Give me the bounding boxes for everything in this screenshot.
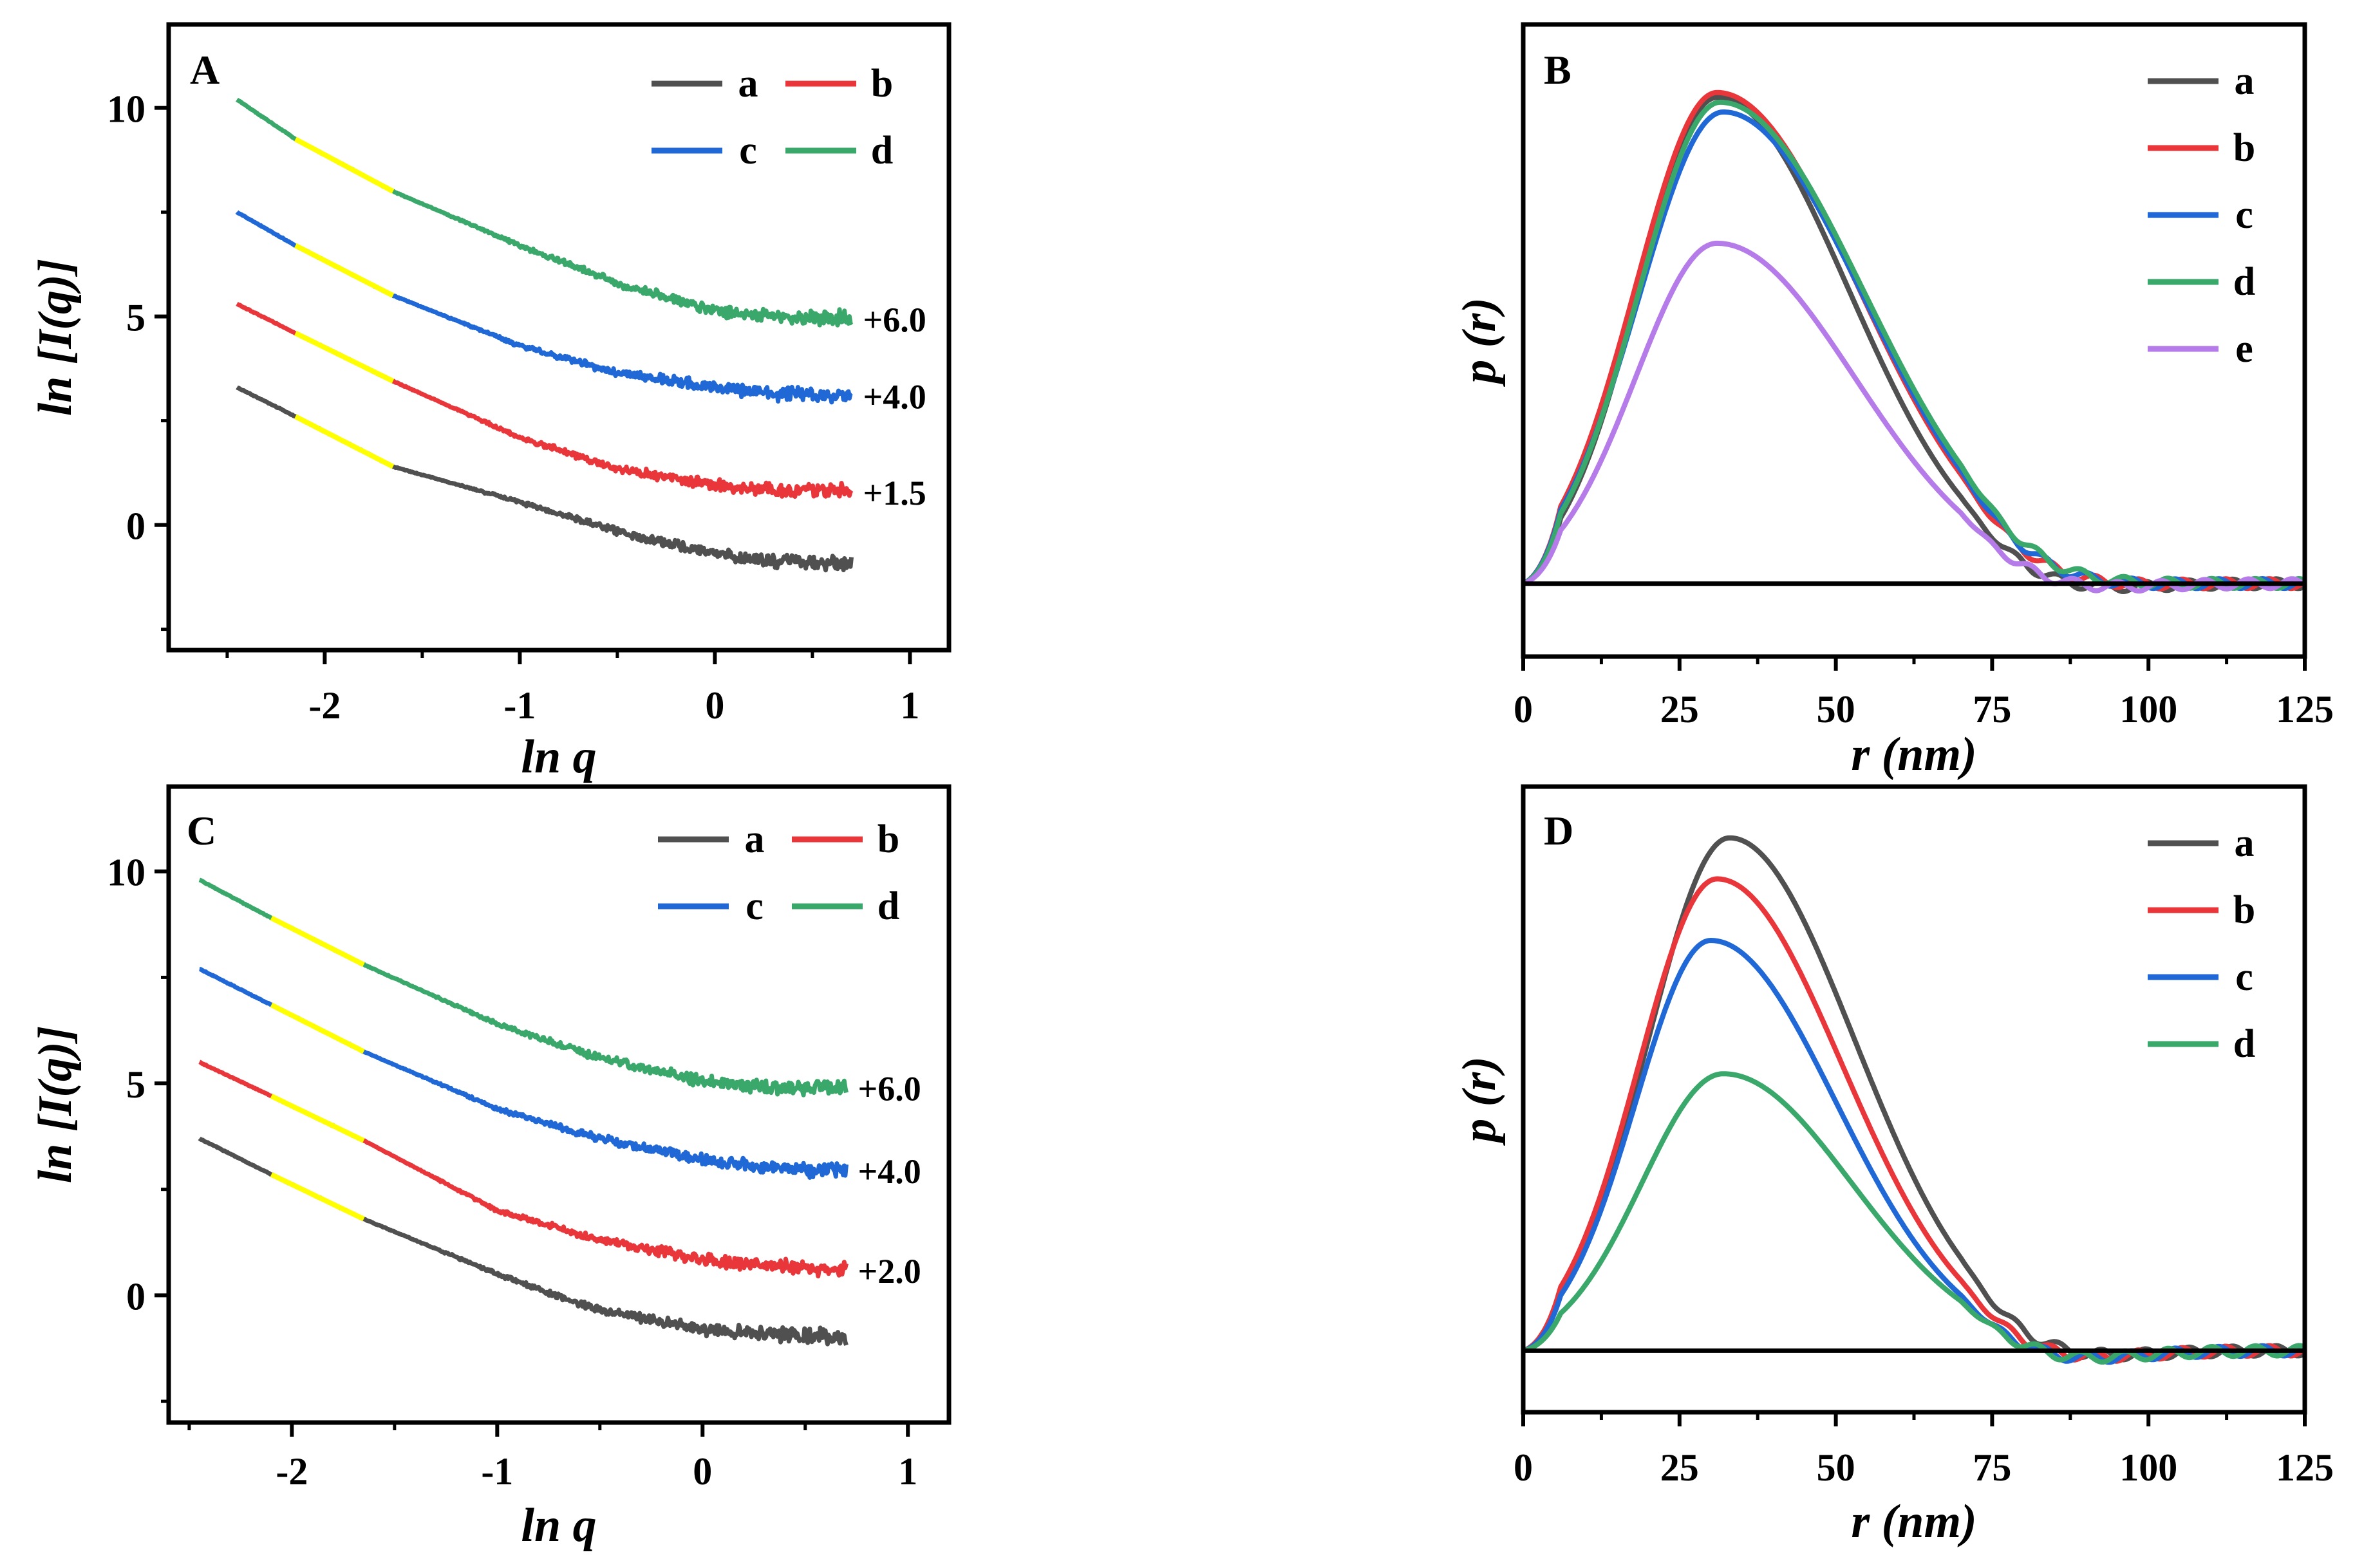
guinier-fit-d <box>270 915 365 967</box>
guinier-fit-b <box>294 330 395 384</box>
x-tick-label: -1 <box>503 684 536 727</box>
y-tick-label: 5 <box>126 1063 145 1106</box>
y-tick-label: 10 <box>107 852 145 894</box>
legend-label-d: d <box>2233 260 2255 304</box>
legend: a b c d <box>658 817 899 928</box>
x-tick-label: 100 <box>2119 1446 2177 1489</box>
x-tick-label: 0 <box>705 684 724 727</box>
x-tick-label: 125 <box>2276 688 2334 731</box>
x-tick-label: 1 <box>900 684 919 727</box>
legend-label-a: a <box>2235 821 2255 865</box>
guinier-fit-b <box>270 1094 365 1143</box>
panel-letter: C <box>187 808 216 854</box>
legend-label-b: b <box>871 62 893 106</box>
panel-letter: A <box>190 47 220 93</box>
x-tick-label: 50 <box>1817 1446 1855 1489</box>
plot-area <box>1523 89 2305 594</box>
legend-label-e: e <box>2235 327 2253 371</box>
x-tick-label: -2 <box>308 684 341 727</box>
legend: a b c d <box>652 62 893 173</box>
plot-frame <box>166 784 952 1425</box>
x-tick-label: 25 <box>1660 688 1699 731</box>
legend-label-b: b <box>2233 126 2255 170</box>
guinier-fit-a <box>294 414 395 469</box>
x-tick-label: 75 <box>1973 688 2011 731</box>
x-tick-label: -1 <box>481 1450 513 1493</box>
plot-frame <box>166 22 952 653</box>
plot-frame <box>1521 784 2307 1415</box>
y-tick-label: 0 <box>126 505 145 548</box>
y-tick-label: 5 <box>126 297 145 339</box>
offset-label-c: +4.0 <box>863 378 926 416</box>
offset-label-b: +2.0 <box>858 1252 921 1291</box>
x-tick-label: 75 <box>1973 1446 2011 1489</box>
x-axis-label: ln q <box>521 731 596 783</box>
legend-label-d: d <box>877 884 899 928</box>
series-b-line <box>236 301 854 499</box>
x-tick-label: 50 <box>1817 688 1855 731</box>
panel-letter: B <box>1544 47 1571 93</box>
legend-label-b: b <box>877 817 899 861</box>
legend-label-b: b <box>2233 888 2255 932</box>
series-c-line <box>1523 938 2305 1365</box>
x-axis-label: r (nm) <box>1851 728 1976 781</box>
x-tick-label: 100 <box>2119 688 2177 731</box>
legend-label-a: a <box>745 817 765 861</box>
y-axis-label: ln [I(q)] <box>29 259 82 416</box>
guinier-fit-d <box>294 136 395 194</box>
series-a-line <box>1523 835 2305 1363</box>
series-e-line <box>1523 240 2305 594</box>
y-axis-label: p (r) <box>1453 297 1506 387</box>
plot-area <box>1523 835 2305 1365</box>
plot-area <box>235 97 854 573</box>
series-d-line <box>236 97 854 328</box>
x-tick-label: 0 <box>1514 1446 1533 1489</box>
panel-letter: D <box>1544 808 1573 854</box>
series-c-line <box>235 210 853 405</box>
offset-label-d: +6.0 <box>858 1070 921 1108</box>
series-c-line <box>198 967 849 1180</box>
legend-label-d: d <box>871 129 893 173</box>
y-tick-label: 10 <box>107 88 145 131</box>
series-b-line <box>1523 876 2305 1364</box>
y-axis-label: ln [I(q)] <box>29 1026 82 1184</box>
x-axis-label: ln q <box>521 1499 596 1552</box>
legend-label-a: a <box>2235 59 2255 103</box>
y-tick-label: 0 <box>126 1275 145 1318</box>
x-axis-label: r (nm) <box>1851 1495 1976 1548</box>
guinier-fit-c <box>294 243 395 298</box>
offset-label-b: +1.5 <box>863 474 926 512</box>
series-a-line <box>236 385 854 573</box>
legend-label-a: a <box>738 62 758 106</box>
legend-label-c: c <box>2235 193 2253 237</box>
legend-label-c: c <box>739 129 757 173</box>
guinier-fit-c <box>270 1002 365 1054</box>
legend-label-d: d <box>2233 1022 2255 1066</box>
offset-label-c: +4.0 <box>858 1152 921 1191</box>
x-tick-label: 0 <box>1514 688 1533 731</box>
x-tick-label: 1 <box>898 1450 917 1493</box>
series-d-line <box>1523 99 2305 591</box>
x-tick-label: 0 <box>693 1450 712 1493</box>
plot-frame <box>1521 22 2307 659</box>
guinier-fit-a <box>270 1172 365 1222</box>
offset-label-d: +6.0 <box>863 301 926 339</box>
series-b-line <box>1523 89 2305 592</box>
y-axis-label: p (r) <box>1453 1056 1506 1146</box>
x-tick-label: 125 <box>2276 1446 2334 1489</box>
x-tick-label: -2 <box>276 1450 308 1493</box>
series-a-line <box>1523 95 2305 594</box>
x-tick-label: 25 <box>1660 1446 1699 1489</box>
legend-label-c: c <box>746 884 764 928</box>
plot-area <box>198 877 849 1347</box>
legend-label-c: c <box>2235 955 2253 999</box>
